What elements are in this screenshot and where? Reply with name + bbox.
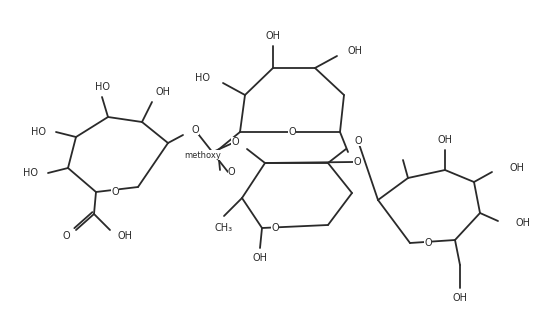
- Text: O: O: [354, 136, 362, 146]
- Text: OH: OH: [118, 231, 133, 241]
- Text: OH: OH: [253, 253, 268, 263]
- Text: HO: HO: [95, 82, 110, 92]
- Text: OH: OH: [453, 293, 468, 303]
- Text: O: O: [271, 223, 279, 233]
- Text: O: O: [353, 157, 361, 167]
- Text: methoxy: methoxy: [184, 150, 222, 160]
- Text: O: O: [231, 137, 239, 147]
- Text: HO: HO: [196, 73, 211, 83]
- Text: O: O: [424, 238, 432, 248]
- Text: OH: OH: [515, 218, 530, 228]
- Text: HO: HO: [23, 168, 38, 178]
- Text: O: O: [191, 125, 199, 135]
- Text: O: O: [288, 127, 296, 137]
- Text: OH: OH: [265, 31, 280, 41]
- Text: OH: OH: [155, 87, 170, 97]
- Text: O: O: [228, 167, 235, 177]
- Text: O: O: [111, 187, 119, 197]
- Text: HO: HO: [30, 127, 45, 137]
- Text: O: O: [63, 231, 70, 241]
- Text: OH: OH: [347, 46, 362, 56]
- Text: OH: OH: [438, 135, 453, 145]
- Text: OH: OH: [509, 163, 524, 173]
- Text: CH₃: CH₃: [215, 223, 233, 233]
